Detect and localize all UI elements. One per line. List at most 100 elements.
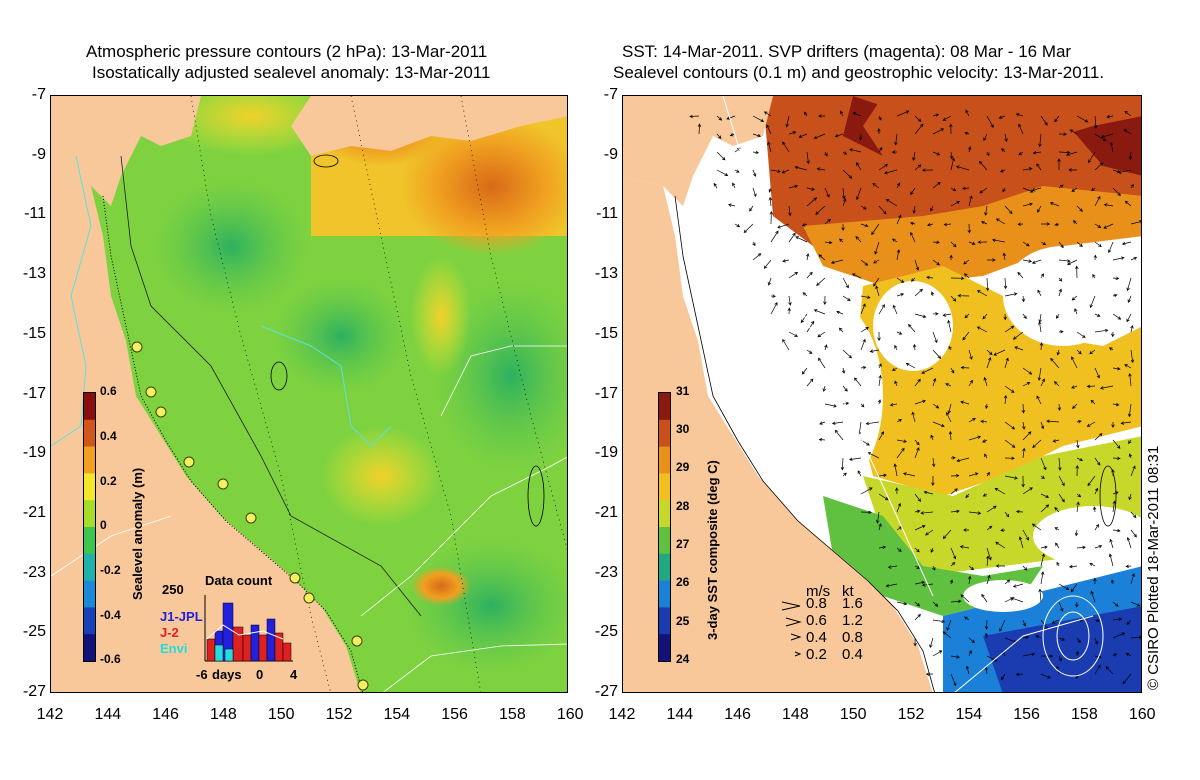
velocity-legend-arrows <box>781 601 802 657</box>
velocity-arrow <box>983 133 988 142</box>
velocity-arrow <box>891 238 898 243</box>
colorbar-segment <box>84 580 95 608</box>
velocity-arrow <box>1094 313 1101 317</box>
velocity-arrow <box>800 313 808 324</box>
inset-xlabel-4: 4 <box>290 667 298 682</box>
velocity-arrow <box>1076 205 1083 212</box>
velocity-arrow <box>1093 115 1098 129</box>
velocity-arrow <box>910 277 916 282</box>
velocity-arrow <box>956 457 970 463</box>
velocity-arrow <box>831 421 844 425</box>
velocity-arrow <box>1075 650 1080 657</box>
velocity-arrow <box>950 367 955 374</box>
velocity-arrow <box>818 357 826 369</box>
velocity-arrow <box>1022 635 1030 640</box>
velocity-arrow <box>1072 403 1078 410</box>
colorbar-segment <box>659 553 670 582</box>
velocity-arrow <box>994 488 1006 495</box>
velocity-arrow <box>1072 220 1078 225</box>
sst-colorbar-tick-4: 28 <box>676 499 690 513</box>
velocity-arrow <box>1069 129 1078 135</box>
velocity-arrow <box>932 565 936 571</box>
colorbar-segment <box>659 419 670 448</box>
velocity-arrow <box>858 133 863 141</box>
velocity-arrow <box>1109 347 1114 351</box>
velocity-arrow <box>1076 637 1081 644</box>
velocity-arrow <box>968 146 972 153</box>
velocity-arrow <box>1123 129 1132 135</box>
velocity-arrow <box>1000 528 1006 532</box>
velocity-arrow <box>885 198 898 207</box>
velocity-arrow <box>930 434 934 441</box>
longitude-tick: 156 <box>441 706 468 723</box>
velocity-arrow <box>878 304 885 315</box>
velocity-arrow <box>842 277 849 289</box>
velocity-arrow <box>968 650 972 657</box>
velocity-arrow <box>1112 276 1120 281</box>
longitude-tick: 158 <box>499 706 526 723</box>
velocity-arrow <box>968 195 973 207</box>
velocity-arrow <box>950 473 960 478</box>
velocity-arrow <box>946 619 952 631</box>
velocity-arrow <box>949 123 953 135</box>
velocity-arrow <box>1112 187 1121 197</box>
velocity-arrow <box>909 221 916 226</box>
velocity-arrow <box>999 619 1006 632</box>
velocity-arrow <box>824 403 837 408</box>
velocity-arrow <box>914 115 922 123</box>
velocity-arrow <box>823 295 827 306</box>
velocity-arrow <box>801 367 808 375</box>
velocity-arrow <box>763 259 772 269</box>
velocity-arrow <box>878 163 889 171</box>
velocity-arrow <box>968 565 975 571</box>
velocity-arrow <box>1112 402 1120 407</box>
velocity-arrow <box>959 545 970 549</box>
velocity-arrow <box>891 367 898 371</box>
latitude-tick: -19 <box>22 444 46 462</box>
velocity-arrow <box>860 403 865 408</box>
velocity-arrow <box>896 214 902 225</box>
velocity-arrow <box>851 273 862 279</box>
velocity-arrow <box>998 115 1006 119</box>
velocity-arrow <box>1022 447 1026 459</box>
velocity-arrow <box>1017 271 1024 279</box>
velocity-arrow <box>1094 637 1099 645</box>
velocity-arrow <box>1068 168 1078 172</box>
longitude-tick: 152 <box>325 706 353 723</box>
longitude-tick: 148 <box>782 706 809 723</box>
velocity-arrow <box>1071 385 1078 389</box>
velocity-arrow <box>816 277 826 286</box>
sst-colorbar-tick-6: 26 <box>676 575 690 589</box>
velocity-arrow <box>798 133 808 138</box>
latitude-tick: -21 <box>22 503 46 521</box>
velocity-arrow <box>752 241 756 247</box>
velocity-arrow <box>1091 187 1096 192</box>
velocity-arrow <box>806 378 814 387</box>
velocity-arrow <box>1038 321 1042 333</box>
velocity-arrow <box>968 435 982 441</box>
velocity-arrow <box>1127 403 1132 418</box>
velocity-arrow <box>781 169 790 174</box>
velocity-arrow <box>914 525 926 531</box>
velocity-arrow <box>980 220 988 225</box>
velocity-arrow <box>1004 456 1015 460</box>
velocity-arrow <box>860 510 872 515</box>
velocity-arrow <box>957 293 970 298</box>
latitude-tick: -11 <box>24 205 46 223</box>
velocity-arrow <box>1015 672 1024 677</box>
velocity-arrow <box>878 115 882 121</box>
velocity-arrow <box>932 331 938 344</box>
velocity-arrow <box>896 419 903 423</box>
velocity-arrow <box>1111 422 1115 429</box>
velocity-arrow <box>1112 456 1121 461</box>
velocity-arrow <box>878 374 882 387</box>
velocity-arrow <box>806 187 816 191</box>
velocity-arrow <box>806 253 810 261</box>
velocity-arrow <box>749 205 754 212</box>
velocity-arrow <box>726 115 736 120</box>
velocity-arrow <box>1074 308 1078 315</box>
velocity-arrow <box>1075 601 1079 608</box>
velocity-arrow <box>1040 273 1044 279</box>
velocity-arrow <box>950 488 958 495</box>
velocity-arrow <box>1056 665 1060 675</box>
